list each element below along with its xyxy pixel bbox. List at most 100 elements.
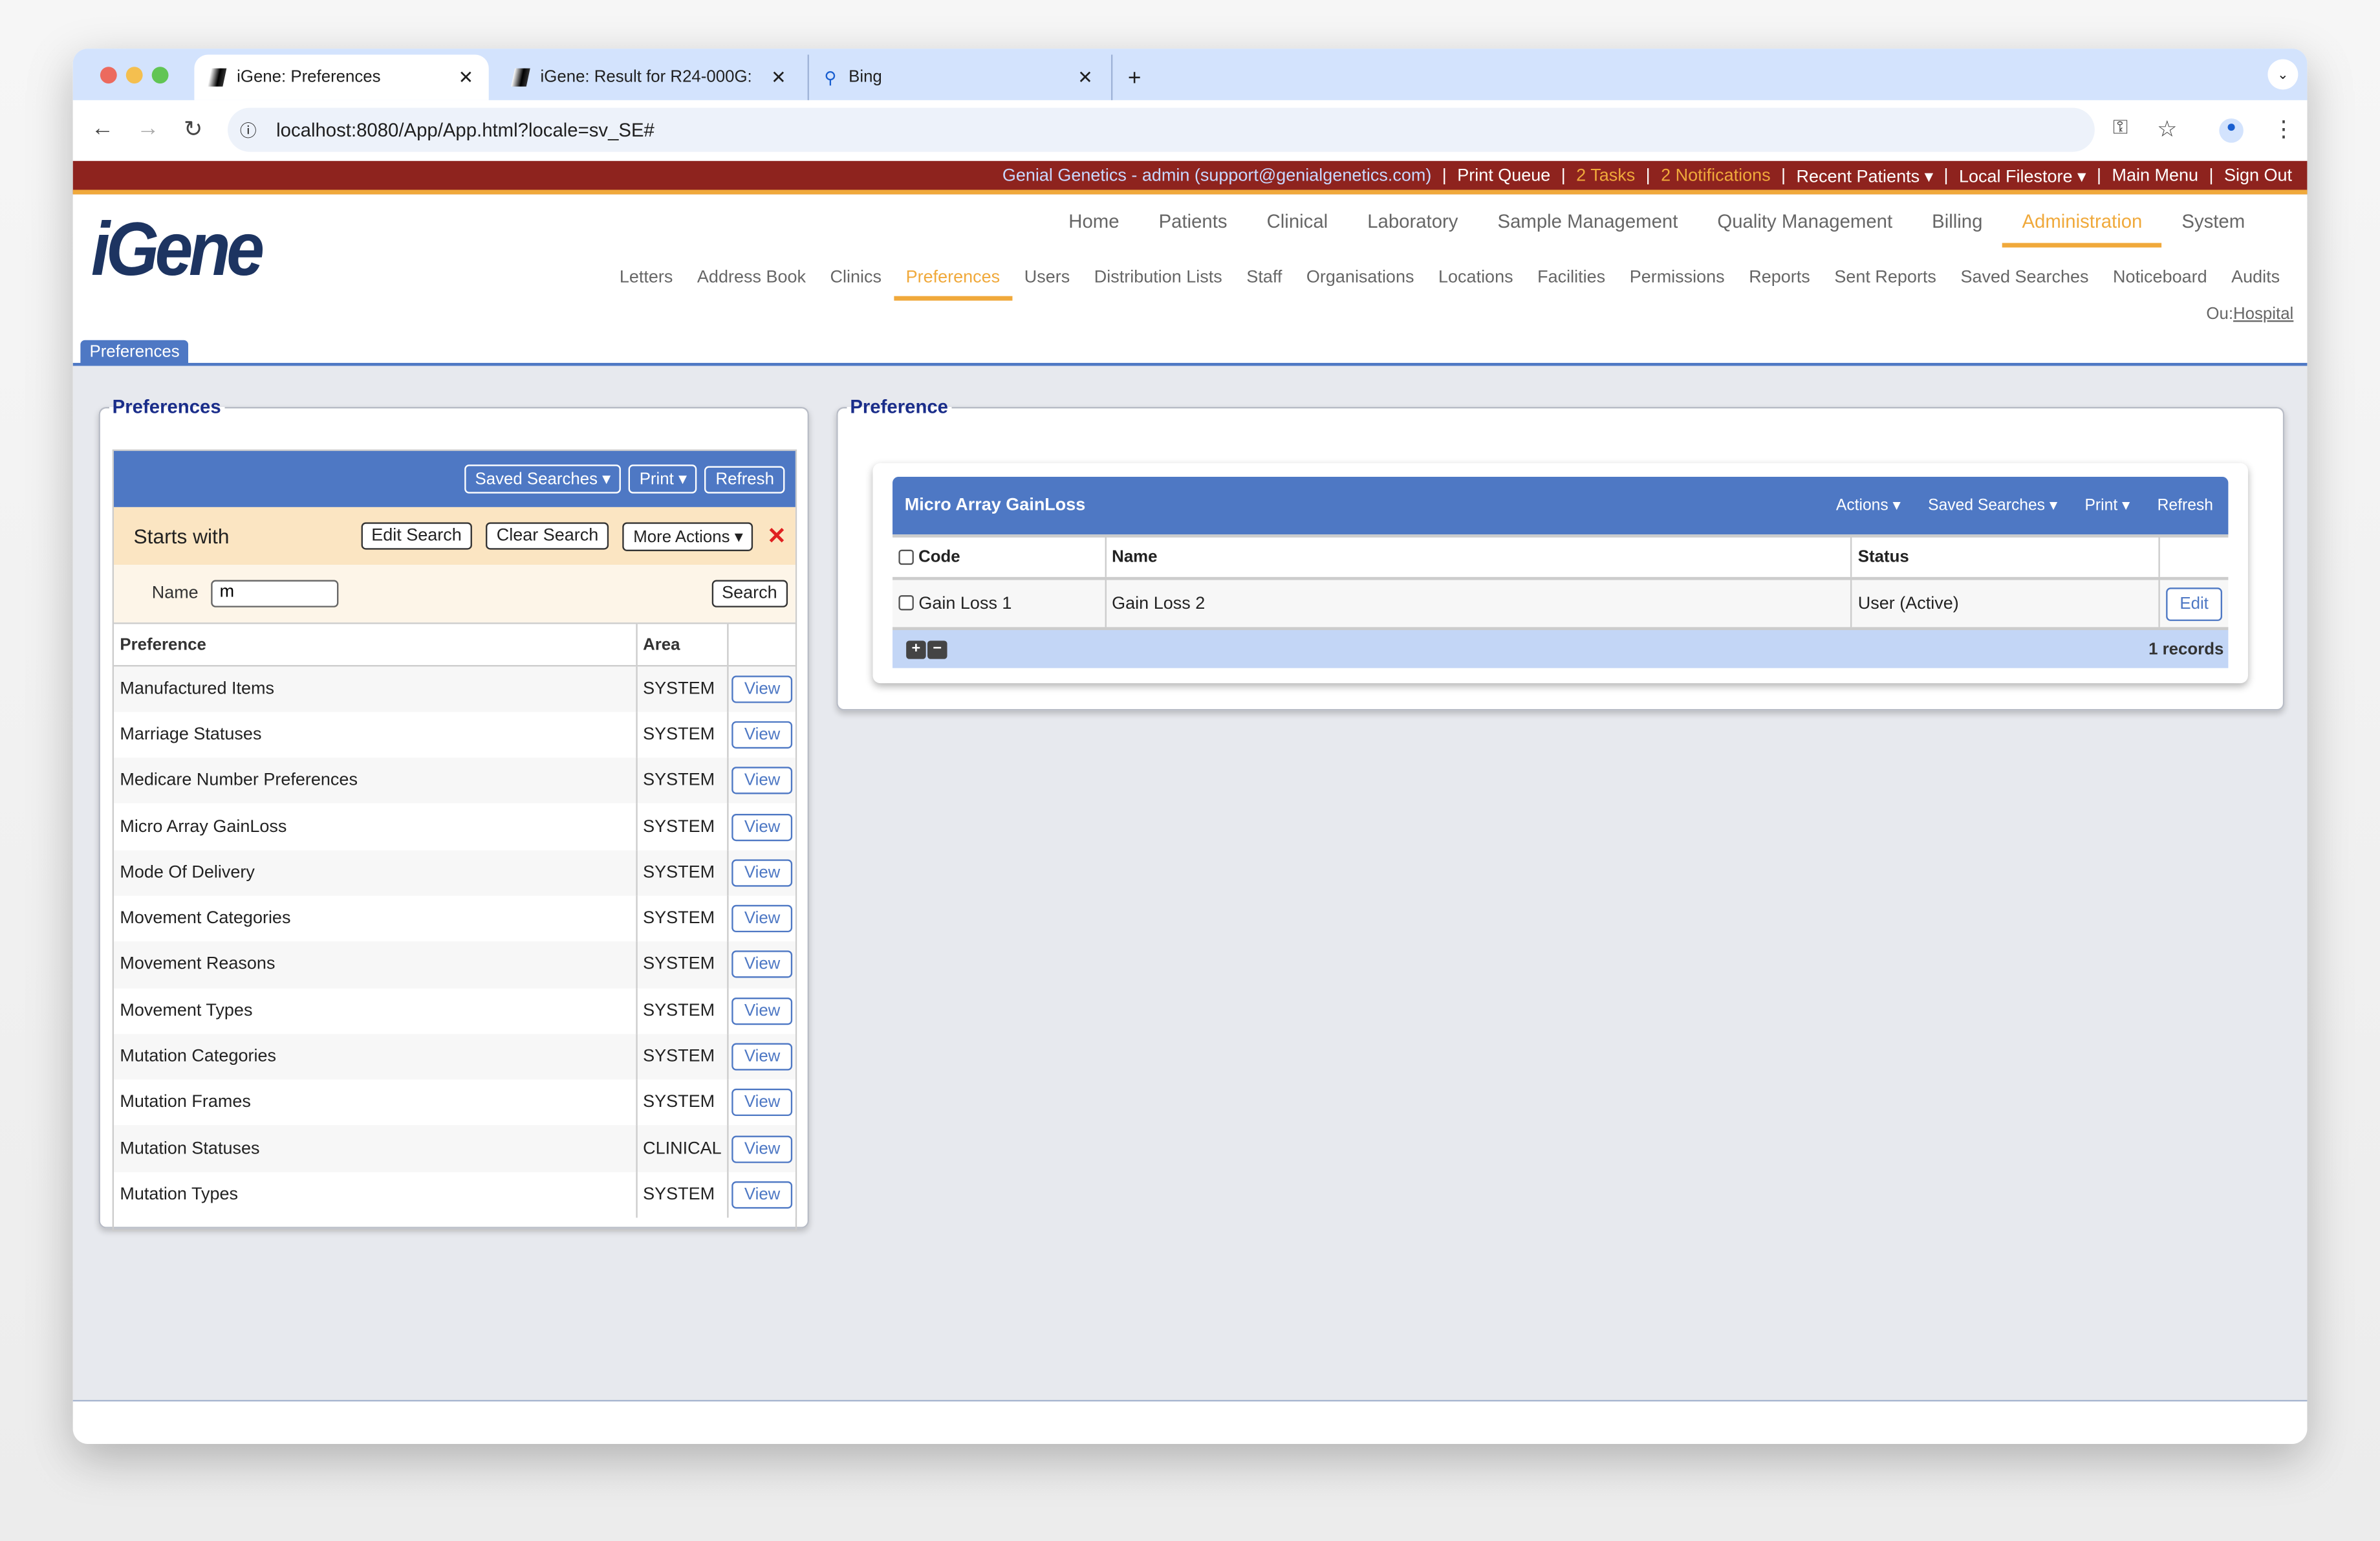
main-nav-quality-management[interactable]: Quality Management: [1717, 211, 1893, 233]
table-row[interactable]: Movement Categories SYSTEM View: [114, 895, 795, 942]
saved-searches-menu[interactable]: Saved Searches ▾: [1928, 496, 2058, 515]
page-tab-preferences[interactable]: Preferences: [80, 340, 189, 366]
actions-menu[interactable]: Actions ▾: [1835, 496, 1901, 515]
back-icon[interactable]: ←: [91, 115, 114, 142]
bookmark-star-icon[interactable]: ☆: [2157, 116, 2178, 143]
local-filestore-menu[interactable]: Local Filestore ▾: [1959, 168, 2086, 186]
view-button[interactable]: View: [732, 1181, 793, 1208]
column-header-code[interactable]: Code: [918, 548, 960, 567]
table-row[interactable]: Mutation Types SYSTEM View: [114, 1172, 795, 1218]
minimize-window-button[interactable]: [125, 67, 143, 84]
notifications-link[interactable]: 2 Notifications: [1661, 166, 1771, 185]
print-button[interactable]: Print ▾: [629, 464, 698, 494]
main-nav-administration[interactable]: Administration: [2002, 211, 2162, 248]
sub-nav-locations[interactable]: Locations: [1438, 268, 1513, 287]
expand-plus-icon[interactable]: +: [906, 640, 926, 659]
close-search-icon[interactable]: ✕: [767, 523, 786, 550]
browser-tab-bing[interactable]: ⚲ Bing ✕: [807, 54, 1109, 100]
refresh-button[interactable]: Refresh: [705, 465, 785, 493]
collapse-minus-icon[interactable]: −: [927, 640, 947, 659]
table-row[interactable]: Medicare Number Preferences SYSTEM View: [114, 758, 795, 804]
close-tab-icon[interactable]: ✕: [771, 67, 786, 89]
tab-list-chevron-down-icon[interactable]: ⌄: [2267, 59, 2299, 90]
main-nav-home[interactable]: Home: [1068, 211, 1120, 233]
maximize-window-button[interactable]: [151, 67, 169, 84]
sub-nav-reports[interactable]: Reports: [1749, 268, 1810, 287]
view-button[interactable]: View: [732, 1135, 793, 1163]
main-nav-billing[interactable]: Billing: [1932, 211, 1983, 233]
browser-tab-result[interactable]: iGene: Result for R24-000G: ✕: [498, 54, 801, 100]
sign-out-link[interactable]: Sign Out: [2223, 166, 2292, 185]
table-row[interactable]: Movement Types SYSTEM View: [114, 987, 795, 1034]
view-button[interactable]: View: [732, 1089, 793, 1117]
view-button[interactable]: View: [732, 767, 793, 795]
key-icon[interactable]: ⚿: [2113, 115, 2128, 138]
edit-search-button[interactable]: Edit Search: [360, 522, 473, 550]
refresh-button[interactable]: Refresh: [2157, 496, 2213, 515]
site-info-icon[interactable]: ⓘ: [239, 122, 257, 141]
select-all-checkbox[interactable]: [898, 549, 914, 565]
name-input[interactable]: m: [210, 580, 338, 607]
row-checkbox[interactable]: [898, 596, 914, 611]
sub-nav-sent-reports[interactable]: Sent Reports: [1834, 268, 1936, 287]
view-button[interactable]: View: [732, 997, 793, 1025]
column-header-name[interactable]: Name: [1104, 536, 1852, 579]
main-nav-sample-management[interactable]: Sample Management: [1497, 211, 1678, 233]
new-tab-button[interactable]: +: [1111, 54, 1156, 100]
sub-nav-facilities[interactable]: Facilities: [1537, 268, 1606, 287]
close-tab-icon[interactable]: ✕: [1077, 67, 1093, 89]
table-row[interactable]: Movement Reasons SYSTEM View: [114, 941, 795, 988]
view-button[interactable]: View: [732, 721, 793, 749]
url-input[interactable]: ⓘ localhost:8080/App/App.html?locale=sv_S…: [228, 107, 2095, 152]
view-button[interactable]: View: [732, 905, 793, 933]
sub-nav-preferences[interactable]: Preferences: [893, 268, 1012, 301]
close-window-button[interactable]: [100, 67, 117, 84]
profile-avatar-icon[interactable]: ●: [2219, 118, 2244, 143]
view-button[interactable]: View: [732, 1043, 793, 1071]
print-menu[interactable]: Print ▾: [2084, 496, 2130, 515]
sub-nav-distribution-lists[interactable]: Distribution Lists: [1094, 268, 1222, 287]
table-row[interactable]: Mode Of Delivery SYSTEM View: [114, 849, 795, 896]
sub-nav-letters[interactable]: Letters: [619, 268, 673, 287]
more-menu-icon[interactable]: ⋮: [2272, 116, 2295, 143]
tasks-link[interactable]: 2 Tasks: [1576, 166, 1636, 185]
view-button[interactable]: View: [732, 675, 793, 703]
sub-nav-audits[interactable]: Audits: [2231, 268, 2280, 287]
sub-nav-address-book[interactable]: Address Book: [697, 268, 806, 287]
ou-link[interactable]: Hospital: [2233, 305, 2294, 323]
view-button[interactable]: View: [732, 951, 793, 979]
column-header-status[interactable]: Status: [1850, 536, 2159, 579]
table-row[interactable]: Mutation Frames SYSTEM View: [114, 1080, 795, 1126]
table-row[interactable]: Mutation Categories SYSTEM View: [114, 1034, 795, 1080]
table-row[interactable]: Micro Array GainLoss SYSTEM View: [114, 803, 795, 850]
table-row[interactable]: Marriage Statuses SYSTEM View: [114, 712, 795, 758]
main-nav-system[interactable]: System: [2181, 211, 2245, 233]
more-actions-button[interactable]: More Actions ▾: [622, 521, 754, 551]
table-row[interactable]: Manufactured Items SYSTEM View: [114, 666, 795, 712]
sub-nav-saved-searches[interactable]: Saved Searches: [1960, 268, 2089, 287]
close-tab-icon[interactable]: ✕: [458, 67, 474, 89]
edit-button[interactable]: Edit: [2166, 587, 2223, 620]
view-button[interactable]: View: [732, 858, 793, 887]
print-queue-link[interactable]: Print Queue: [1457, 166, 1551, 185]
browser-tab-preferences[interactable]: iGene: Preferences ✕: [194, 54, 489, 100]
sub-nav-users[interactable]: Users: [1024, 268, 1070, 287]
sub-nav-organisations[interactable]: Organisations: [1306, 268, 1414, 287]
view-button[interactable]: View: [732, 813, 793, 841]
main-nav-clinical[interactable]: Clinical: [1266, 211, 1328, 233]
sub-nav-staff[interactable]: Staff: [1246, 268, 1282, 287]
sub-nav-noticeboard[interactable]: Noticeboard: [2113, 268, 2207, 287]
reload-icon[interactable]: ↻: [183, 116, 203, 143]
column-header-preference[interactable]: Preference: [120, 635, 206, 654]
sub-nav-clinics[interactable]: Clinics: [830, 268, 882, 287]
sub-nav-permissions[interactable]: Permissions: [1629, 268, 1725, 287]
table-row[interactable]: Gain Loss 1 Gain Loss 2 User (Active) Ed…: [892, 578, 2229, 629]
main-nav-laboratory[interactable]: Laboratory: [1367, 211, 1458, 233]
forward-icon[interactable]: →: [136, 115, 160, 142]
main-menu-link[interactable]: Main Menu: [2112, 166, 2199, 185]
saved-searches-button[interactable]: Saved Searches ▾: [464, 464, 622, 494]
table-row[interactable]: Mutation Statuses CLINICAL View: [114, 1126, 795, 1172]
main-nav-patients[interactable]: Patients: [1158, 211, 1228, 233]
search-button[interactable]: Search: [711, 580, 788, 607]
clear-search-button[interactable]: Clear Search: [486, 522, 609, 550]
